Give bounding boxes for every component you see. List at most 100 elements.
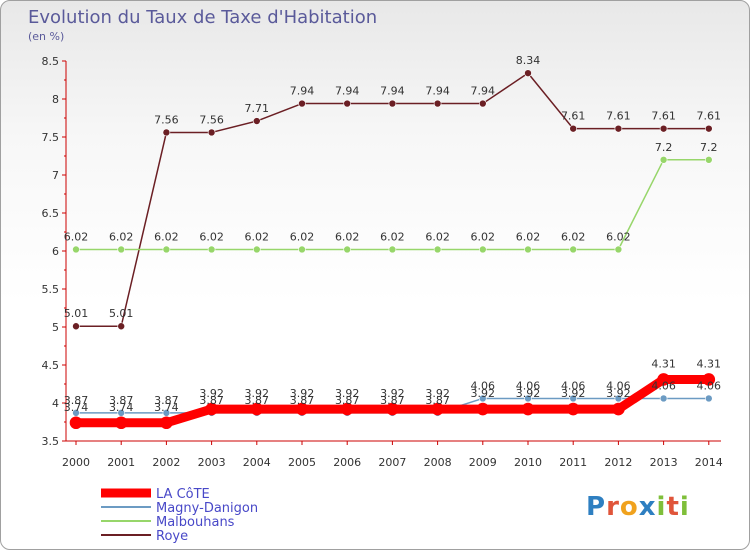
data-point-magny-danigon	[614, 394, 623, 403]
data-label-roye: 7.61	[606, 110, 631, 123]
y-tick-label: 6	[52, 245, 59, 258]
data-label-malbouhans: 6.02	[290, 230, 315, 243]
data-label-malbouhans: 7.2	[700, 141, 718, 154]
data-point-la-c-te	[69, 416, 83, 430]
data-point-malbouhans	[433, 245, 442, 254]
data-label-la-c-te: 3.74	[154, 401, 179, 414]
data-point-la-c-te	[476, 402, 490, 416]
data-point-la-c-te	[702, 373, 716, 386]
data-point-malbouhans	[72, 245, 80, 254]
data-point-magny-danigon	[569, 394, 578, 403]
proxiti-logo: Proxiti	[586, 492, 690, 522]
data-point-roye	[72, 322, 80, 331]
data-label-la-c-te: 3.92	[290, 387, 315, 400]
data-label-magny-danigon: 3.87	[380, 394, 405, 407]
data-label-roye: 7.56	[199, 113, 224, 126]
data-label-la-c-te: 3.74	[109, 401, 134, 414]
x-tick-label: 2008	[424, 456, 452, 469]
data-point-magny-danigon	[524, 394, 532, 403]
x-tick-label: 2001	[107, 456, 135, 469]
data-label-malbouhans: 6.02	[516, 230, 541, 243]
x-tick-label: 2011	[559, 456, 587, 469]
data-label-la-c-te: 4.31	[651, 357, 676, 370]
data-label-malbouhans: 6.02	[561, 230, 586, 243]
data-label-roye: 5.01	[64, 307, 89, 320]
data-label-malbouhans: 6.02	[64, 230, 89, 243]
data-label-magny-danigon: 4.06	[561, 379, 586, 392]
legend-label: LA CôTE	[156, 487, 210, 502]
data-label-la-c-te: 3.92	[199, 387, 224, 400]
data-label-magny-danigon: 4.06	[606, 379, 631, 392]
data-point-magny-danigon	[704, 394, 713, 403]
data-point-malbouhans	[343, 245, 352, 254]
x-tick-label: 2014	[695, 456, 723, 469]
chart-title: Evolution du Taux de Taxe d'Habitation	[28, 7, 378, 28]
data-point-la-c-te	[340, 402, 354, 416]
data-label-roye: 5.01	[109, 307, 134, 320]
data-point-la-c-te	[205, 402, 218, 416]
data-label-la-c-te: 3.92	[245, 387, 270, 400]
data-label-roye: 7.94	[335, 85, 360, 98]
data-label-magny-danigon: 4.06	[651, 379, 676, 392]
data-label-magny-danigon: 3.87	[245, 394, 270, 407]
x-tick-label: 2004	[243, 456, 271, 469]
x-tick-label: 2003	[198, 456, 226, 469]
y-tick-label: 3.5	[42, 435, 60, 448]
data-point-roye	[569, 124, 578, 133]
data-point-la-c-te	[295, 402, 309, 416]
x-tick-label: 2013	[650, 456, 678, 469]
y-tick-label: 8.5	[42, 55, 60, 68]
data-label-roye: 7.94	[290, 85, 315, 98]
data-label-malbouhans: 6.02	[109, 230, 134, 243]
y-tick-label: 5.5	[42, 283, 60, 296]
data-label-roye: 7.94	[471, 85, 496, 98]
data-label-la-c-te: 3.92	[471, 387, 496, 400]
legend-label: Magny-Danigon	[156, 501, 258, 516]
data-point-la-c-te	[386, 402, 399, 416]
data-point-malbouhans	[207, 245, 216, 254]
data-point-malbouhans	[162, 245, 171, 254]
y-tick-label: 6.5	[42, 207, 60, 220]
y-tick-label: 8	[52, 93, 59, 106]
data-point-la-c-te	[657, 373, 670, 386]
data-point-roye	[524, 69, 532, 77]
data-label-malbouhans: 6.02	[425, 230, 450, 243]
data-label-roye: 7.61	[651, 110, 676, 123]
data-label-roye: 7.94	[380, 85, 405, 98]
data-point-roye	[704, 124, 713, 133]
data-label-malbouhans: 6.02	[471, 230, 496, 243]
data-point-roye	[388, 99, 397, 108]
data-label-malbouhans: 6.02	[245, 230, 270, 243]
data-label-la-c-te: 3.92	[380, 387, 405, 400]
data-point-malbouhans	[478, 245, 487, 254]
data-label-magny-danigon: 3.87	[64, 394, 89, 407]
data-point-roye	[433, 99, 442, 108]
data-point-malbouhans	[704, 156, 713, 164]
data-label-la-c-te: 3.74	[64, 401, 89, 414]
data-point-la-c-te	[431, 402, 444, 416]
data-point-la-c-te	[160, 416, 173, 430]
data-point-malbouhans	[117, 245, 125, 254]
data-label-roye: 8.34	[516, 54, 541, 67]
y-axis-unit-label: (en %)	[28, 30, 65, 43]
data-label-magny-danigon: 3.87	[290, 394, 315, 407]
data-point-malbouhans	[298, 245, 306, 254]
data-point-malbouhans	[388, 245, 397, 254]
data-label-malbouhans: 7.2	[655, 141, 673, 154]
data-label-malbouhans: 6.02	[199, 230, 224, 243]
x-tick-label: 2006	[333, 456, 361, 469]
data-point-roye	[207, 128, 216, 137]
data-point-la-c-te	[612, 402, 625, 416]
data-label-magny-danigon: 4.06	[697, 379, 722, 392]
data-label-magny-danigon: 4.06	[471, 379, 496, 392]
data-point-malbouhans	[569, 245, 578, 254]
data-point-malbouhans	[659, 156, 668, 164]
data-label-la-c-te: 3.92	[425, 387, 450, 400]
data-point-la-c-te	[566, 402, 580, 416]
data-point-magny-danigon	[478, 394, 487, 403]
data-point-malbouhans	[614, 245, 623, 254]
data-label-malbouhans: 6.02	[154, 230, 179, 243]
data-point-malbouhans	[253, 245, 261, 254]
